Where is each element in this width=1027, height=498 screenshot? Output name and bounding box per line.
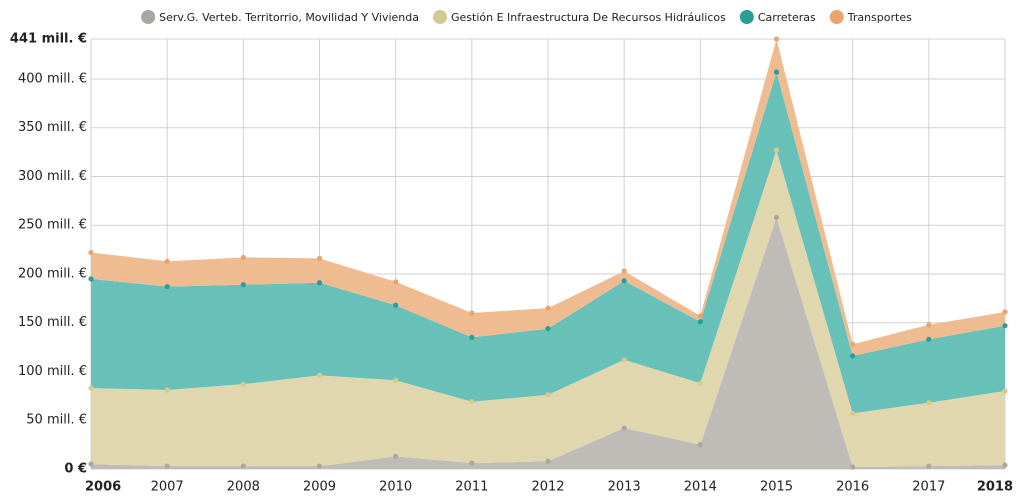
legend-marker — [829, 10, 844, 24]
point — [164, 463, 170, 469]
x-tick-label: 2013 — [608, 480, 641, 495]
point — [469, 310, 475, 316]
x-tick-label: 2011 — [455, 480, 488, 495]
point — [773, 214, 780, 221]
point — [621, 268, 627, 274]
legend-marker — [141, 10, 156, 24]
x-tick-label: 2008 — [227, 480, 260, 495]
y-tick-label: 350 mill. € — [18, 120, 87, 135]
x-tick-label: 2010 — [379, 480, 412, 495]
y-tick-label: 441 mill. € — [10, 32, 87, 47]
point — [697, 319, 703, 325]
x-tick-label: 2014 — [684, 480, 717, 495]
point — [240, 463, 246, 469]
area — [91, 72, 1005, 414]
legend-label: Serv.G. Verteb. Territorrio, Movilidad Y… — [159, 11, 419, 24]
x-tick-label: 2016 — [836, 480, 869, 495]
point — [545, 325, 551, 332]
point — [545, 458, 551, 464]
point — [240, 282, 246, 288]
x-tick-label: 2009 — [303, 480, 336, 495]
point — [316, 255, 323, 261]
point — [773, 147, 780, 153]
point — [88, 249, 94, 256]
point — [164, 387, 170, 393]
area — [91, 150, 1005, 468]
point — [621, 357, 627, 363]
point — [545, 305, 551, 311]
legend-label: Gestión E Infraestructura De Recursos Hi… — [451, 11, 726, 24]
y-tick-label: 0 € — [64, 462, 87, 477]
legend-marker — [739, 10, 754, 24]
point — [88, 385, 94, 391]
point — [469, 460, 475, 466]
point — [469, 334, 475, 340]
point — [926, 463, 932, 469]
point — [621, 278, 627, 284]
point — [545, 392, 551, 398]
point — [697, 442, 703, 448]
point — [773, 36, 780, 42]
point — [697, 380, 703, 386]
point — [850, 341, 856, 347]
legend-marker — [433, 10, 447, 24]
y-tick-label: 50 mill. € — [26, 413, 87, 428]
point — [240, 381, 246, 387]
x-tick-label: 2018 — [977, 480, 1013, 495]
y-tick-label: 250 mill. € — [18, 218, 87, 233]
x-tick-label: 2006 — [85, 480, 121, 495]
point — [316, 280, 323, 286]
point — [240, 254, 246, 261]
area — [91, 217, 1005, 469]
y-tick-label: 150 mill. € — [18, 315, 87, 330]
y-tick-label: 200 mill. € — [18, 266, 87, 281]
y-tick-label: 100 mill. € — [18, 364, 87, 379]
x-tick-label: 2015 — [760, 480, 793, 495]
legend-label: Transportes — [847, 11, 912, 24]
point — [316, 372, 323, 378]
y-tick-label: 400 mill. € — [18, 71, 87, 86]
x-tick-label: 2007 — [151, 480, 184, 495]
point — [1002, 309, 1008, 315]
x-tick-label: 2012 — [531, 480, 564, 495]
y-tick-label: 300 mill. € — [18, 169, 87, 184]
x-tick-label: 2017 — [912, 480, 945, 495]
point — [621, 425, 627, 431]
point — [850, 410, 856, 417]
point — [850, 464, 856, 470]
point — [1002, 323, 1008, 329]
point — [393, 453, 399, 459]
point — [393, 302, 399, 308]
point — [1002, 388, 1008, 394]
point — [469, 399, 475, 405]
legend-label: Carreteras — [758, 11, 816, 24]
point — [697, 313, 703, 319]
point — [850, 353, 856, 359]
point — [393, 377, 399, 383]
point — [926, 336, 932, 342]
point — [926, 400, 932, 406]
point — [316, 463, 323, 469]
point — [1002, 462, 1008, 468]
point — [164, 258, 170, 264]
area — [91, 39, 1005, 356]
point — [926, 322, 932, 328]
legend: Serv.G. Verteb. Territorrio, Movilidad Y… — [141, 10, 912, 24]
point — [393, 279, 399, 285]
point — [88, 461, 94, 467]
point — [164, 284, 170, 290]
point — [773, 69, 780, 75]
point — [88, 276, 94, 282]
